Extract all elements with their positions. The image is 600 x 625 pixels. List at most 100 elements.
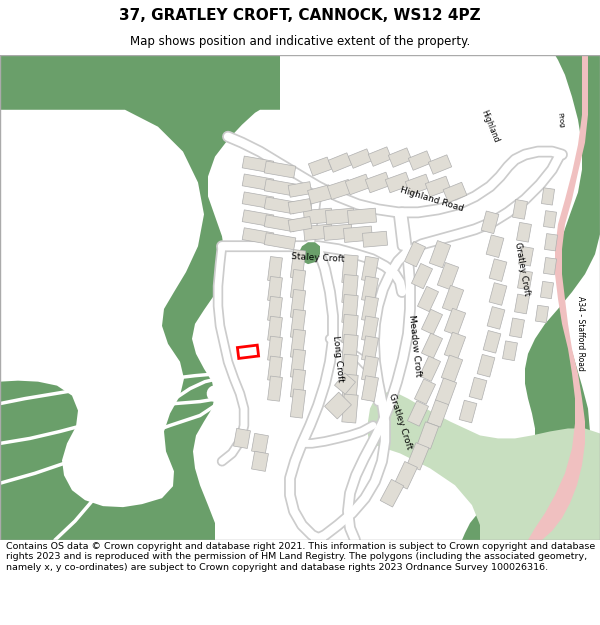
Bar xyxy=(404,241,425,267)
Bar xyxy=(264,215,296,232)
Bar xyxy=(518,270,532,290)
Bar xyxy=(412,263,433,289)
Bar xyxy=(427,400,449,427)
Bar xyxy=(512,199,527,219)
Bar xyxy=(268,316,283,341)
Bar xyxy=(437,262,458,290)
Bar xyxy=(348,149,372,168)
Bar xyxy=(535,305,548,322)
Bar xyxy=(541,188,554,205)
Bar xyxy=(362,256,379,282)
Bar xyxy=(304,224,332,241)
Bar xyxy=(288,199,312,214)
Bar xyxy=(368,147,392,166)
Bar xyxy=(342,374,358,403)
Bar xyxy=(347,208,377,224)
Text: Gratley Croft: Gratley Croft xyxy=(513,242,531,296)
Bar xyxy=(421,333,443,359)
Bar xyxy=(541,281,554,299)
Bar xyxy=(342,274,358,304)
Bar xyxy=(308,185,332,204)
Bar xyxy=(486,235,504,258)
Bar xyxy=(436,378,457,405)
Bar xyxy=(290,289,305,319)
Bar xyxy=(264,197,296,214)
Bar xyxy=(268,256,283,282)
Bar xyxy=(362,376,379,401)
Bar xyxy=(290,349,305,378)
Text: Map shows position and indicative extent of the property.: Map shows position and indicative extent… xyxy=(130,35,470,48)
Bar xyxy=(242,210,274,227)
Text: 37, GRATLEY CROFT, CANNOCK, WS12 4PZ: 37, GRATLEY CROFT, CANNOCK, WS12 4PZ xyxy=(119,8,481,23)
Bar xyxy=(362,336,379,362)
Bar xyxy=(328,179,353,199)
Bar xyxy=(268,276,283,302)
Text: Highland: Highland xyxy=(479,109,500,144)
Bar xyxy=(518,246,533,266)
Bar xyxy=(342,394,358,423)
Bar xyxy=(342,294,358,324)
Bar xyxy=(481,211,499,234)
Bar xyxy=(443,182,467,203)
Bar xyxy=(515,294,529,314)
Bar xyxy=(407,401,428,426)
Bar xyxy=(415,379,436,404)
Bar xyxy=(308,157,332,176)
Bar xyxy=(407,442,429,470)
Polygon shape xyxy=(368,392,600,540)
Bar xyxy=(242,192,274,209)
Bar xyxy=(517,222,532,242)
Bar xyxy=(405,174,431,195)
Bar xyxy=(290,389,305,418)
Bar xyxy=(290,329,305,358)
Bar xyxy=(264,161,296,178)
Bar xyxy=(290,249,305,279)
Bar xyxy=(380,479,404,507)
Bar xyxy=(268,296,283,321)
Bar xyxy=(469,378,487,400)
Bar xyxy=(477,354,495,377)
Polygon shape xyxy=(528,55,588,540)
Bar xyxy=(503,341,517,361)
Bar xyxy=(442,286,464,312)
Text: Staley Croft: Staley Croft xyxy=(291,253,345,264)
Bar xyxy=(325,392,352,419)
Bar xyxy=(421,309,443,334)
Bar xyxy=(445,332,466,359)
Bar xyxy=(419,356,440,381)
Bar xyxy=(264,232,296,250)
Bar xyxy=(428,155,452,174)
Bar xyxy=(489,282,507,305)
Bar xyxy=(290,269,305,299)
Bar xyxy=(362,296,379,322)
Bar xyxy=(430,241,451,268)
Bar xyxy=(345,174,371,195)
Bar xyxy=(362,356,379,382)
Text: Highland Road: Highland Road xyxy=(399,186,465,213)
Bar xyxy=(362,316,379,342)
Bar xyxy=(418,286,439,312)
Bar xyxy=(442,355,463,382)
Polygon shape xyxy=(0,55,280,540)
Bar xyxy=(251,451,268,471)
Bar xyxy=(509,318,524,338)
Polygon shape xyxy=(298,242,320,264)
Text: A34 - Stafford Road: A34 - Stafford Road xyxy=(575,296,584,371)
Bar xyxy=(544,211,557,228)
Bar xyxy=(288,182,312,198)
Bar xyxy=(288,216,312,232)
Bar xyxy=(268,376,283,401)
Bar xyxy=(268,336,283,361)
Bar xyxy=(334,373,356,394)
Bar xyxy=(290,309,305,339)
Bar xyxy=(445,308,466,336)
Bar xyxy=(418,422,439,449)
Bar xyxy=(268,356,283,381)
Text: Gratley Croft: Gratley Croft xyxy=(387,392,413,451)
Bar xyxy=(342,254,358,284)
Bar xyxy=(342,314,358,343)
Bar xyxy=(425,176,451,197)
Bar xyxy=(544,258,557,275)
Bar xyxy=(328,153,352,173)
Bar xyxy=(459,400,477,423)
